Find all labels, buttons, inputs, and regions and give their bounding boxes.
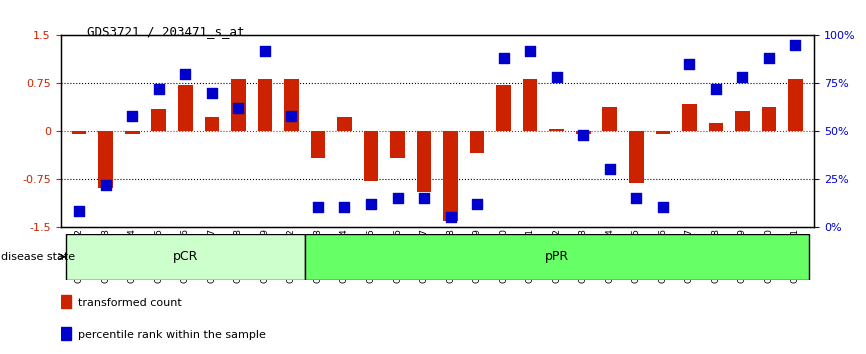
Bar	[761, 107, 776, 131]
Point	[603, 166, 617, 172]
Bar	[523, 79, 538, 131]
Bar	[66, 234, 305, 280]
Point	[550, 75, 564, 80]
Bar	[61, 295, 71, 308]
Bar	[391, 131, 404, 158]
Point	[126, 113, 139, 119]
Point	[656, 205, 669, 210]
Bar	[204, 117, 219, 131]
Bar	[99, 131, 113, 188]
Point	[364, 201, 378, 206]
Point	[391, 195, 404, 201]
Point	[523, 48, 537, 53]
Point	[789, 42, 803, 48]
Bar	[603, 107, 617, 131]
Point	[258, 48, 272, 53]
Point	[231, 105, 245, 111]
Point	[311, 205, 325, 210]
Bar	[125, 131, 139, 134]
Bar	[629, 131, 643, 183]
Bar	[496, 85, 511, 131]
Bar	[364, 131, 378, 181]
Text: percentile rank within the sample: percentile rank within the sample	[78, 330, 266, 339]
Bar	[257, 79, 272, 131]
Text: disease state: disease state	[1, 252, 75, 262]
Bar	[576, 131, 591, 134]
Point	[338, 205, 352, 210]
Point	[152, 86, 165, 92]
Bar	[178, 85, 192, 131]
Bar	[337, 117, 352, 131]
Bar	[284, 79, 299, 131]
Point	[205, 90, 219, 96]
Bar	[708, 123, 723, 131]
Point	[99, 182, 113, 187]
Bar	[152, 109, 166, 131]
Point	[682, 61, 696, 67]
Point	[470, 201, 484, 206]
Bar	[311, 131, 326, 158]
Bar	[72, 131, 87, 134]
Bar	[788, 79, 803, 131]
Point	[630, 195, 643, 201]
Text: pCR: pCR	[172, 250, 198, 263]
Point	[576, 132, 590, 138]
Point	[762, 56, 776, 61]
Bar	[549, 129, 564, 131]
Point	[735, 75, 749, 80]
Point	[417, 195, 431, 201]
Text: pPR: pPR	[545, 250, 569, 263]
Bar	[231, 79, 246, 131]
Bar	[682, 104, 696, 131]
Text: transformed count: transformed count	[78, 298, 182, 308]
Point	[709, 86, 723, 92]
Bar	[305, 234, 809, 280]
Bar	[735, 110, 750, 131]
Point	[443, 214, 457, 220]
Point	[178, 71, 192, 76]
Point	[497, 56, 511, 61]
Text: GDS3721 / 203471_s_at: GDS3721 / 203471_s_at	[87, 25, 244, 38]
Point	[72, 209, 86, 214]
Bar	[61, 327, 71, 339]
Bar	[470, 131, 484, 153]
Point	[285, 113, 299, 119]
Bar	[656, 131, 670, 134]
Bar	[417, 131, 431, 192]
Bar	[443, 131, 458, 222]
